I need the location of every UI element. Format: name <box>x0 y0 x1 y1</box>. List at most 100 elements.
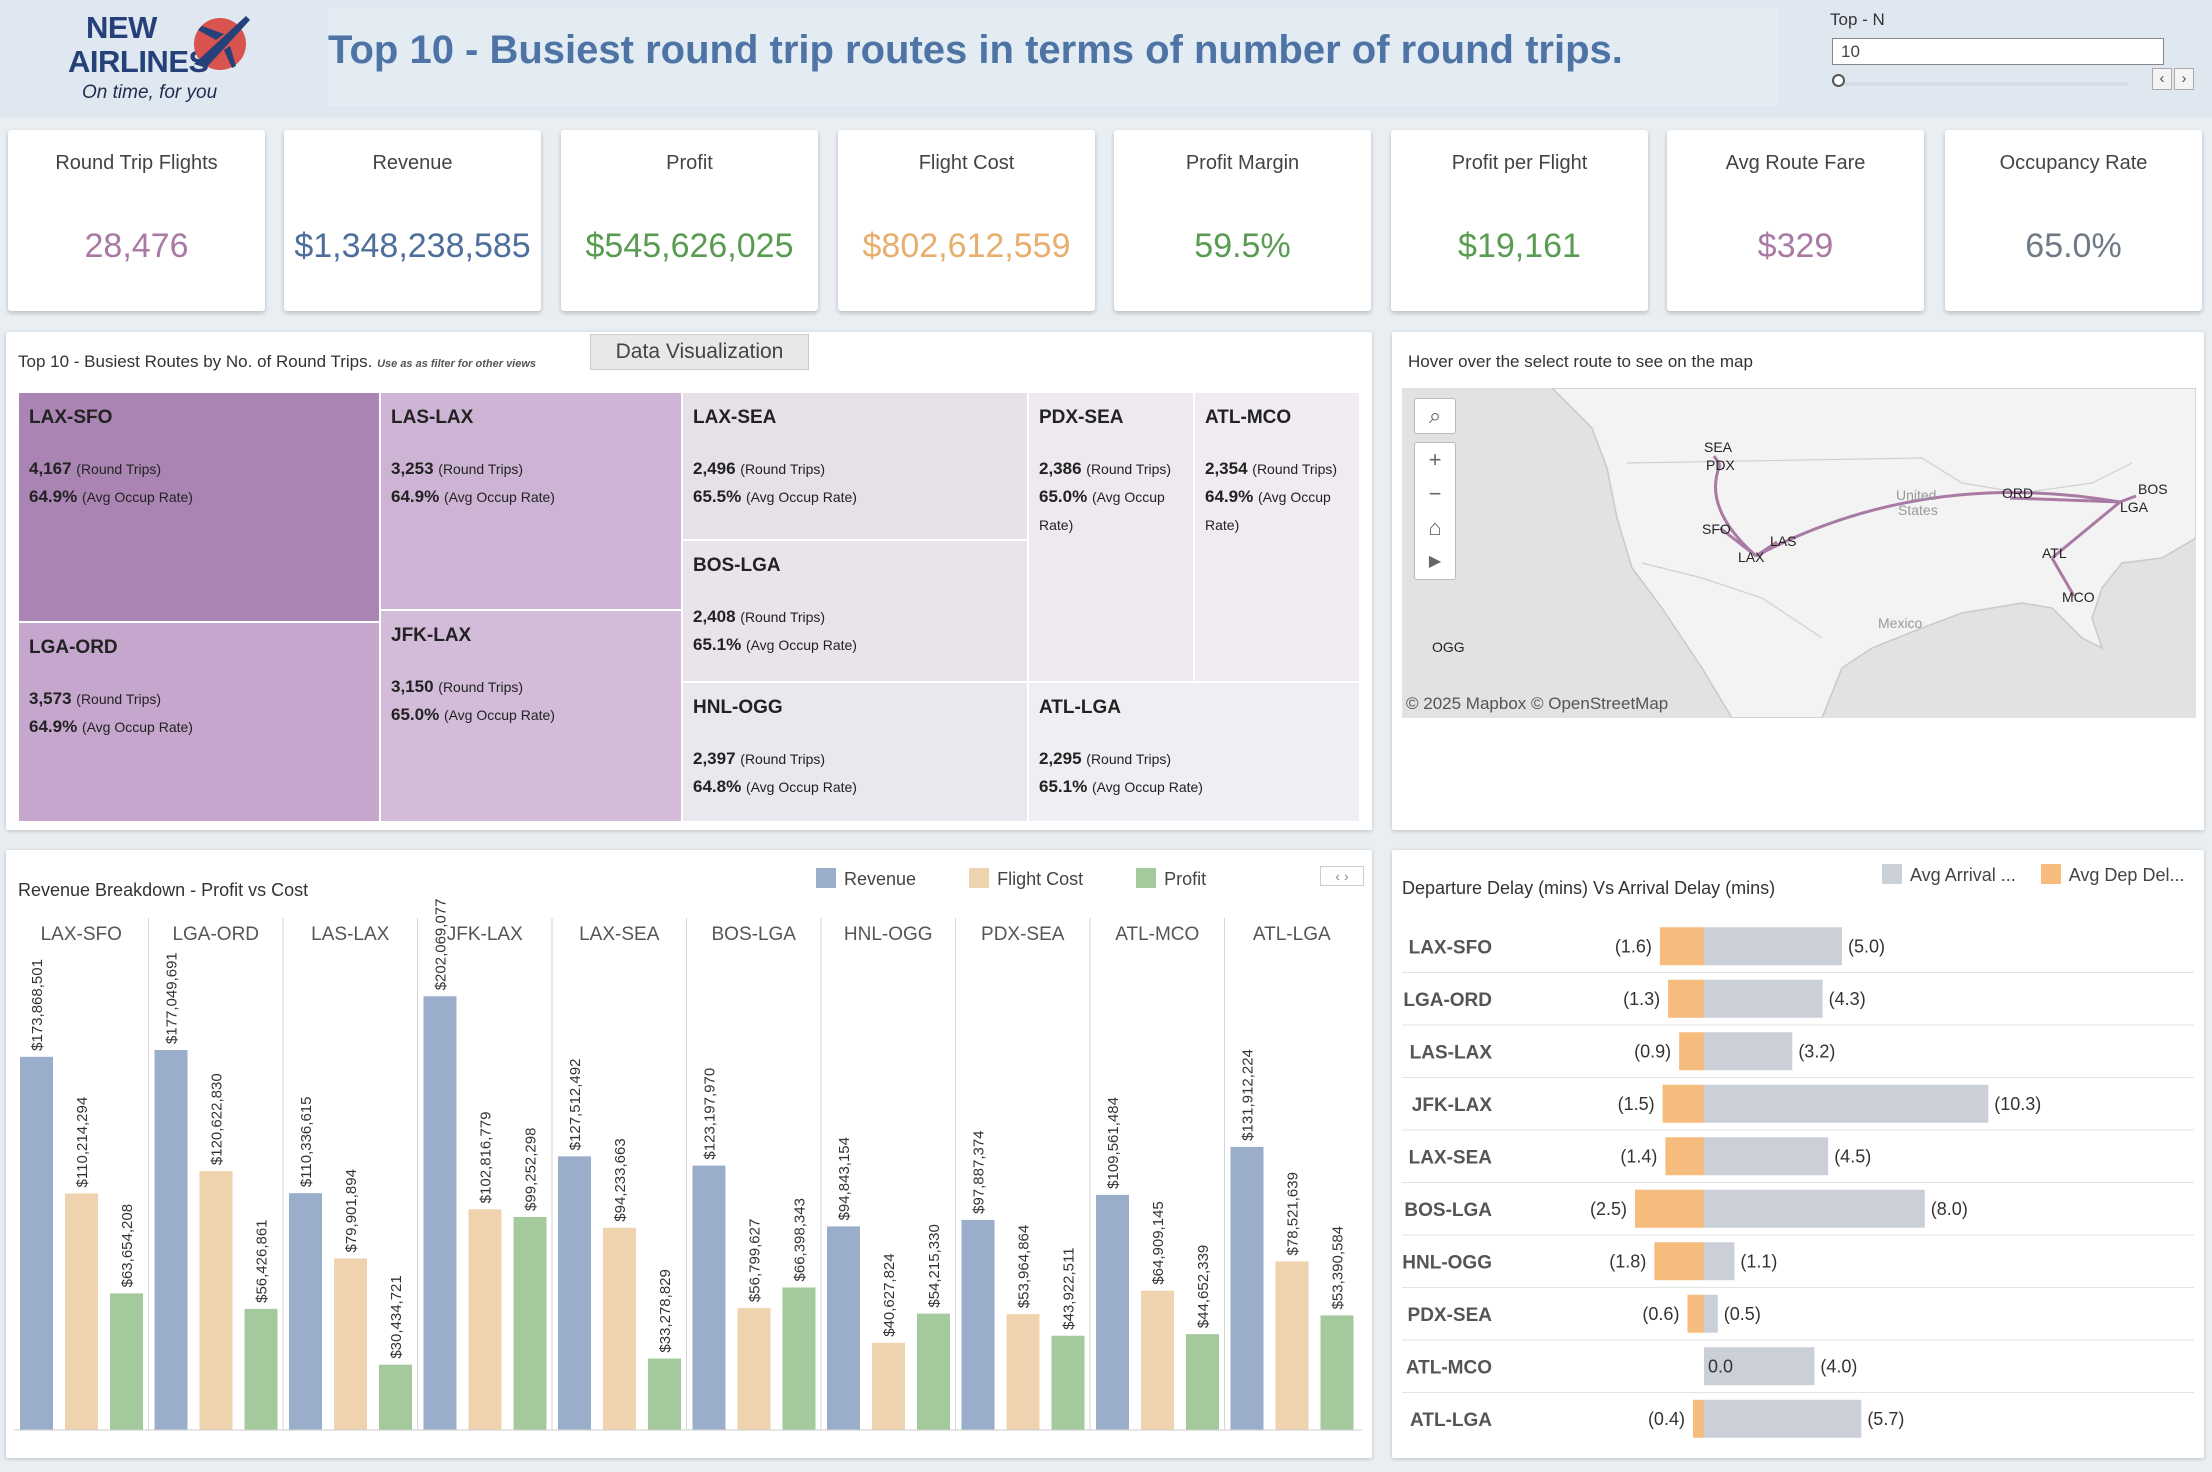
legend-profit[interactable]: Profit <box>1136 868 1206 889</box>
bar-avg-dep[interactable] <box>1668 979 1704 1018</box>
bar-avg-arrival[interactable] <box>1704 1294 1718 1333</box>
top-n-prev-button[interactable]: ‹ <box>2152 68 2172 90</box>
bar-avg-dep[interactable] <box>1692 1399 1704 1438</box>
bar-profit[interactable] <box>110 1293 143 1430</box>
bar-profit[interactable] <box>782 1287 816 1430</box>
bar-avg-arrival[interactable] <box>1704 1399 1862 1438</box>
bar-avg-arrival[interactable] <box>1704 1032 1793 1071</box>
bar-profit[interactable] <box>1186 1334 1219 1430</box>
bar-avg-dep[interactable] <box>1654 1242 1704 1281</box>
bar-avg-dep[interactable] <box>1687 1294 1704 1333</box>
bar-avg-dep[interactable] <box>1659 927 1704 966</box>
data-visualization-tooltip[interactable]: Data Visualization <box>590 334 809 370</box>
bar-avg-arrival[interactable] <box>1704 1347 1815 1386</box>
treemap-tile-atl-lga[interactable]: ATL-LGA 2,295 (Round Trips) 65.1% (Avg Occ… <box>1028 682 1360 822</box>
bar-revenue[interactable] <box>1096 1194 1129 1430</box>
bar-flight-cost[interactable] <box>199 1171 233 1430</box>
tile-trips: 2,408 <box>693 607 736 626</box>
bar-avg-dep[interactable] <box>1679 1032 1704 1071</box>
home-icon[interactable]: ⌂ <box>1428 515 1442 540</box>
bar-revenue[interactable] <box>827 1226 860 1430</box>
treemap-tile-lax-sfo[interactable]: LAX-SFO 4,167 (Round Trips) 64.9% (Avg Occ… <box>18 392 380 622</box>
bar-avg-dep[interactable] <box>1635 1189 1704 1228</box>
treemap-tile-atl-mco[interactable]: ATL-MCO 2,354 (Round Trips) 64.9% (Avg Occ… <box>1194 392 1360 682</box>
x-category-label: PDX-SEA <box>981 924 1065 945</box>
top-n-input[interactable]: 10 <box>1832 38 2164 65</box>
legend-avg-dep[interactable]: Avg Dep Del... <box>2040 864 2185 885</box>
bar-revenue[interactable] <box>1230 1146 1264 1430</box>
legend-flight-cost-label: Flight Cost <box>997 869 1084 889</box>
zoom-out-icon[interactable]: − <box>1428 481 1442 506</box>
bar-flight-cost[interactable] <box>65 1193 98 1430</box>
tile-occ-row: 64.9% (Avg Occup Rate) <box>391 483 671 511</box>
bar-revenue[interactable] <box>558 1156 591 1430</box>
x-category-label: LAX-SFO <box>41 924 122 945</box>
bar-flight-cost[interactable] <box>1141 1290 1174 1430</box>
bar-profit[interactable] <box>379 1364 412 1430</box>
bar-revenue[interactable] <box>961 1219 995 1430</box>
treemap-tile-lga-ord[interactable]: LGA-ORD 3,573 (Round Trips) 64.9% (Avg Occ… <box>18 622 380 822</box>
bar-flight-cost[interactable] <box>603 1227 636 1430</box>
tile-occ-suffix: (Avg Occup Rate) <box>443 489 555 505</box>
bar-avg-arrival[interactable] <box>1704 1242 1735 1281</box>
bar-flight-cost[interactable] <box>1275 1261 1309 1430</box>
kpi-card: Profit $545,626,025 <box>561 130 818 311</box>
bar-avg-arrival[interactable] <box>1704 1189 1925 1228</box>
dep-value-label: (2.5) <box>1590 1199 1627 1219</box>
treemap-tile-hnl-ogg[interactable]: HNL-OGG 2,397 (Round Trips) 64.8% (Avg Occ… <box>682 682 1028 822</box>
legend-avg-arrival[interactable]: Avg Arrival ... <box>1882 864 2016 885</box>
bar-flight-cost[interactable] <box>737 1308 771 1430</box>
treemap-tile-bos-lga[interactable]: BOS-LGA 2,408 (Round Trips) 65.1% (Avg Occ… <box>682 540 1028 682</box>
treemap-tile-pdx-sea[interactable]: PDX-SEA 2,386 (Round Trips) 65.0% (Avg Occ… <box>1028 392 1194 682</box>
map-controls: + − ⌂ ▶ <box>1414 442 1456 580</box>
bar-avg-arrival[interactable] <box>1704 979 1823 1018</box>
tile-trips: 2,496 <box>693 459 736 478</box>
treemap-tile-jfk-lax[interactable]: JFK-LAX 3,150 (Round Trips) 65.0% (Avg Occ… <box>380 610 682 822</box>
bar-value-label: $99,252,298 <box>523 1128 540 1211</box>
bar-profit[interactable] <box>917 1313 950 1430</box>
bar-flight-cost[interactable] <box>1006 1314 1040 1430</box>
bar-revenue[interactable] <box>154 1049 188 1430</box>
top-n-slider-track[interactable] <box>1838 82 2128 86</box>
top-n-next-button[interactable]: › <box>2174 68 2194 90</box>
tile-route: JFK-LAX <box>391 625 472 646</box>
top-n-slider-handle[interactable] <box>1832 74 1845 87</box>
kpi-value: $19,161 <box>1458 227 1581 265</box>
x-category-label: JFK-LAX <box>447 924 523 945</box>
map-search-button[interactable]: ⌕ <box>1414 398 1456 434</box>
tile-occ-suffix: (Avg Occup Rate) <box>745 779 857 795</box>
route-map[interactable]: SEA PDX SFO LAS LAX ORD BOS LGA ATL MCO … <box>1402 388 2196 718</box>
tile-route: HNL-OGG <box>693 697 783 718</box>
bar-flight-cost[interactable] <box>872 1342 905 1430</box>
legend-scroll-buttons[interactable]: ‹ › <box>1320 866 1364 886</box>
bar-profit[interactable] <box>1320 1315 1354 1430</box>
bar-revenue[interactable] <box>20 1056 53 1430</box>
bar-profit[interactable] <box>1051 1335 1085 1430</box>
legend-flight-cost[interactable]: Flight Cost <box>969 868 1084 889</box>
bar-profit[interactable] <box>648 1358 681 1430</box>
bar-profit[interactable] <box>513 1216 547 1430</box>
legend-revenue[interactable]: Revenue <box>816 868 916 889</box>
treemap-tile-las-lax[interactable]: LAS-LAX 3,253 (Round Trips) 64.9% (Avg Occ… <box>380 392 682 610</box>
legend-avg-dep-label: Avg Dep Del... <box>2068 865 2185 885</box>
route-label: LAX-SFO <box>1409 937 1492 958</box>
bar-avg-arrival[interactable] <box>1704 1084 1989 1123</box>
bar-revenue[interactable] <box>423 996 457 1430</box>
tile-occ-row: 64.9% (Avg Occup Rate) <box>29 483 369 511</box>
treemap-tile-lax-sea[interactable]: LAX-SEA 2,496 (Round Trips) 65.5% (Avg Occ… <box>682 392 1028 540</box>
bar-revenue[interactable] <box>692 1165 726 1430</box>
bar-avg-arrival[interactable] <box>1704 927 1842 966</box>
bar-revenue[interactable] <box>289 1193 322 1430</box>
bar-profit[interactable] <box>244 1308 278 1430</box>
revenue-chart-svg: LAX-SFO $173,868,501 $110,214,294 $63,654,2… <box>14 899 1362 1431</box>
play-icon[interactable]: ▶ <box>1428 553 1442 570</box>
bar-flight-cost[interactable] <box>334 1258 367 1430</box>
map-panel: Hover over the select route to see on th… <box>1392 332 2204 830</box>
x-category-label: LAS-LAX <box>311 924 389 945</box>
zoom-in-icon[interactable]: + <box>1428 447 1442 472</box>
bar-avg-dep[interactable] <box>1662 1084 1704 1123</box>
bar-flight-cost[interactable] <box>468 1209 502 1430</box>
bar-avg-arrival[interactable] <box>1704 1137 1829 1176</box>
bar-avg-dep[interactable] <box>1665 1137 1704 1176</box>
tile-route: LAS-LAX <box>391 407 474 428</box>
